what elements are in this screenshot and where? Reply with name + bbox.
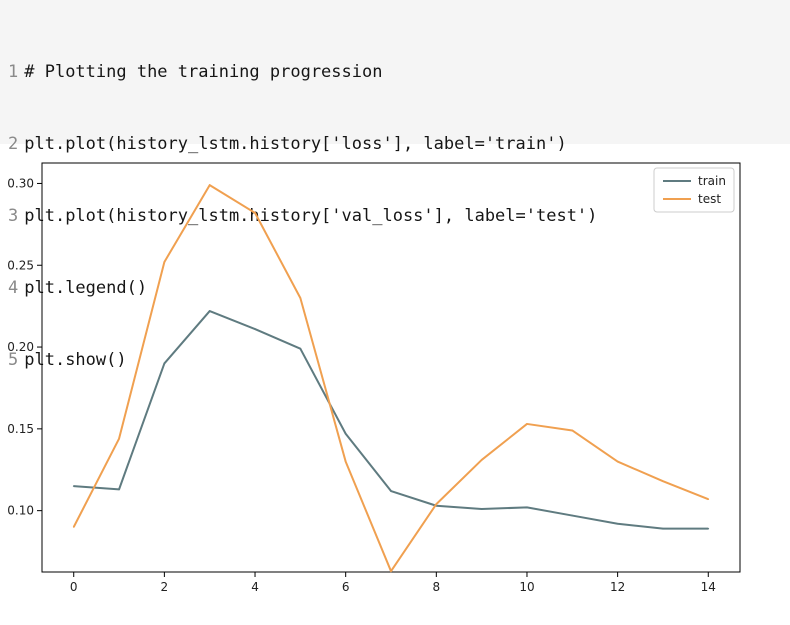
y-tick-label: 0.15 — [7, 422, 34, 436]
line-number: 3 — [8, 206, 19, 226]
data-point-test — [662, 480, 664, 483]
code-line: 2 plt.plot(history_lstm.history['loss'], … — [8, 132, 597, 156]
series-line-train — [73, 310, 709, 530]
data-point-train — [163, 362, 166, 365]
x-tick-label: 12 — [610, 580, 625, 594]
data-point-train — [480, 508, 483, 510]
data-point-test — [707, 498, 710, 500]
data-point-test — [526, 423, 528, 425]
code-text: plt.legend() — [24, 278, 148, 298]
data-point-test — [390, 570, 392, 572]
line-number: 4 — [8, 278, 19, 298]
y-tick-label: 0.10 — [7, 504, 34, 518]
x-tick-label: 10 — [519, 580, 534, 594]
y-tick-label: 0.20 — [7, 340, 34, 354]
code-text: plt.plot(history_lstm.history['loss'], l… — [24, 134, 567, 154]
code-line: 3 plt.plot(history_lstm.history['val_loss… — [8, 204, 597, 228]
y-tick-label: 0.30 — [7, 176, 34, 190]
code-line: 4 plt.legend() — [8, 276, 597, 300]
x-tick-label: 2 — [161, 580, 169, 594]
y-tick-label: 0.25 — [7, 258, 34, 272]
data-point-test — [163, 261, 166, 263]
legend-label: train — [698, 174, 726, 188]
line-number: 1 — [8, 62, 19, 82]
data-point-test — [208, 184, 211, 186]
code-cell[interactable]: 1 # Plotting the training progression 2 pl… — [0, 0, 790, 370]
code-line: 5 plt.show() — [8, 348, 597, 372]
data-point-train — [390, 490, 392, 492]
code-text: plt.show() — [24, 350, 127, 370]
data-point-test — [72, 526, 75, 528]
x-tick-label: 0 — [70, 580, 78, 594]
x-tick-label: 8 — [433, 580, 441, 594]
line-chart: 0 2 4 6 8 10 12 14 0.10 0.15 0.20 0.25 0.30 train test — [7, 162, 741, 594]
line-number: 5 — [8, 350, 19, 370]
code-text: plt.plot(history_lstm.history['val_loss'… — [24, 206, 598, 226]
code-editor[interactable]: 1 # Plotting the training progression 2 pl… — [8, 12, 597, 420]
code-text: # Plotting the training progression — [24, 62, 383, 82]
data-point-train — [254, 328, 256, 330]
data-point-test — [299, 297, 302, 299]
data-point-train — [72, 485, 75, 487]
data-point-test — [254, 212, 256, 214]
x-tick-label: 4 — [251, 580, 259, 594]
series-line-test — [72, 184, 709, 573]
line-number: 2 — [8, 134, 19, 154]
data-point-test — [118, 437, 120, 440]
plot-frame — [41, 162, 741, 573]
data-point-test — [435, 503, 438, 505]
data-point-train — [571, 514, 574, 517]
data-point-train — [662, 527, 664, 530]
data-point-train — [299, 347, 302, 350]
x-tick-label: 6 — [342, 580, 350, 594]
data-point-train — [118, 488, 120, 491]
data-point-test — [616, 460, 619, 463]
code-line: 1 # Plotting the training progression — [8, 60, 597, 84]
data-point-train — [707, 527, 710, 530]
data-point-test — [571, 429, 574, 432]
data-point-test — [344, 460, 347, 463]
data-point-train — [344, 432, 347, 435]
x-tick-label: 14 — [701, 580, 716, 594]
output-plot: 0 2 4 6 8 10 12 14 0.10 0.15 0.20 0.25 0.30 train test — [0, 150, 790, 621]
data-point-train — [616, 522, 619, 525]
legend-box — [653, 167, 735, 213]
data-point-test — [480, 459, 483, 461]
data-point-train — [526, 506, 528, 509]
data-point-train — [208, 310, 211, 312]
legend-label: test — [698, 192, 721, 206]
